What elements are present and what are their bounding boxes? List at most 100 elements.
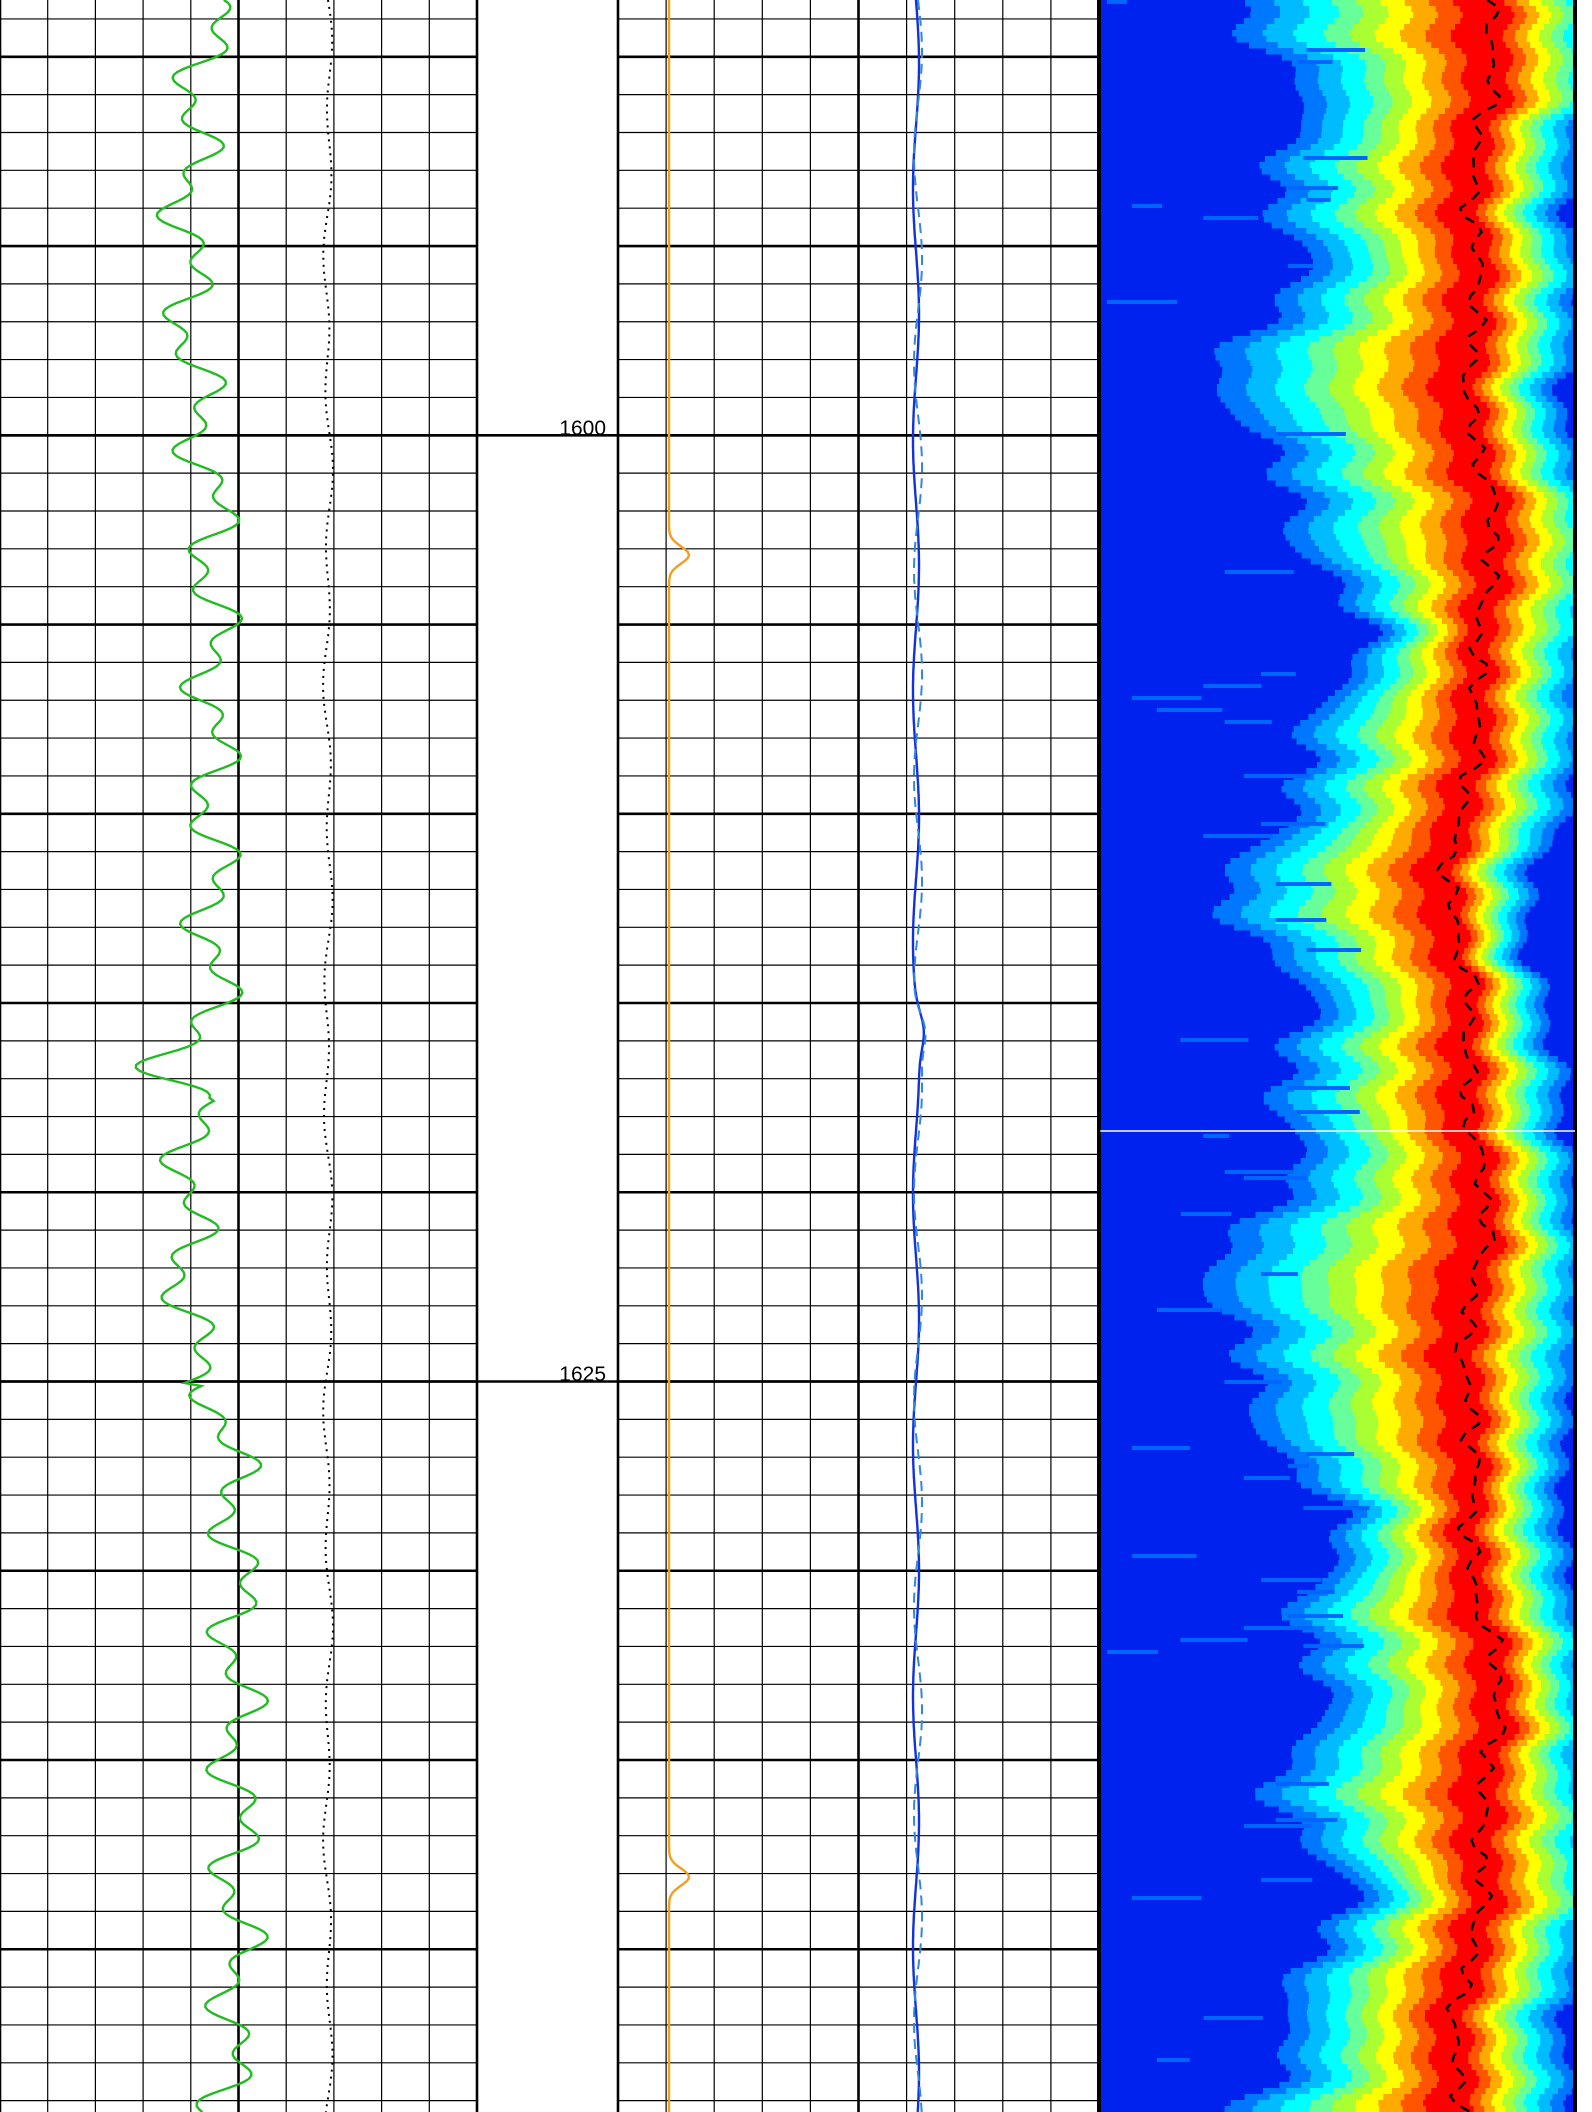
heatmap-cell xyxy=(1447,1218,1494,1225)
heatmap-cell xyxy=(1409,870,1452,877)
blue-dashed-curve xyxy=(913,0,927,2112)
heatmap-cell xyxy=(1469,492,1513,499)
heatmap-cell xyxy=(1446,1452,1486,1459)
heatmap-speckle xyxy=(1131,696,1202,700)
heatmap-cell xyxy=(1452,132,1492,139)
heatmap-cell xyxy=(1453,318,1497,325)
heatmap-cell xyxy=(1463,678,1497,685)
heatmap-cell xyxy=(1453,258,1491,265)
heatmap-speckle xyxy=(1306,198,1331,202)
heatmap-cell xyxy=(1436,816,1475,823)
heatmap-cell xyxy=(1436,1038,1474,1045)
heatmap-speckle xyxy=(1297,1590,1335,1594)
heatmap-cell xyxy=(1436,2070,1477,2077)
heatmap-cell xyxy=(1455,1188,1495,1195)
heatmap-cell xyxy=(1471,1710,1510,1717)
heatmap-cell xyxy=(1425,384,1473,391)
heatmap-cell xyxy=(1450,1518,1480,1525)
heatmap-cell xyxy=(1453,450,1496,457)
heatmap-cell xyxy=(1434,1092,1477,1099)
heatmap-cell xyxy=(1433,396,1481,403)
heatmap-speckle xyxy=(1131,1446,1191,1450)
heatmap-cell xyxy=(1432,942,1469,949)
heatmap-cell xyxy=(1445,438,1488,445)
heatmap-cell xyxy=(1478,1728,1520,1735)
heatmap-cell xyxy=(1435,1398,1480,1405)
heatmap-cell xyxy=(1441,1104,1483,1111)
heatmap-cell xyxy=(1450,1476,1488,1483)
heatmap-cell xyxy=(1438,1290,1492,1297)
heatmap-cell xyxy=(1445,174,1489,181)
heatmap-cell xyxy=(1423,888,1467,895)
heatmap-cell xyxy=(1457,606,1494,613)
heatmap-cell xyxy=(1446,1254,1498,1261)
heatmap-cell xyxy=(1451,246,1490,253)
heatmap-cell xyxy=(1448,462,1492,469)
heatmap-cell xyxy=(1433,372,1482,379)
heatmap-cell xyxy=(1447,1788,1496,1795)
heatmap-cell xyxy=(1459,1746,1501,1753)
heatmap-cell xyxy=(1451,1602,1492,1609)
heatmap-speckle xyxy=(1203,216,1259,220)
heatmap-cell xyxy=(1444,1962,1484,1969)
heatmap-speckle xyxy=(1203,684,1262,688)
heatmap-cell xyxy=(1457,1914,1497,1921)
heatmap-cell xyxy=(1411,864,1454,871)
heatmap-cell xyxy=(1455,1464,1494,1471)
heatmap-cell xyxy=(1440,420,1486,427)
heatmap-cell xyxy=(1451,1620,1492,1627)
heatmap-cell xyxy=(1418,882,1461,889)
heatmap-cell xyxy=(1449,150,1493,157)
heatmap-cell xyxy=(1429,948,1465,955)
heatmap-cell xyxy=(1442,1122,1480,1129)
grid xyxy=(0,0,1101,2112)
heatmap-cell xyxy=(1449,1062,1488,1069)
heatmap-cell xyxy=(1447,1926,1486,1933)
heatmap-cell xyxy=(1467,630,1499,637)
heatmap-cell xyxy=(1435,1296,1488,1303)
heatmap-cell xyxy=(1453,1248,1505,1255)
heatmap-cell xyxy=(1437,204,1479,211)
heatmap-cell xyxy=(1463,528,1511,535)
heatmap-cell xyxy=(1475,1680,1514,1687)
heatmap-cell xyxy=(1463,564,1504,571)
heatmap-cell xyxy=(1451,702,1488,709)
heatmap-cell xyxy=(1466,534,1514,541)
heatmap-cell xyxy=(1456,1242,1508,1249)
heatmap-cell xyxy=(1448,1572,1482,1579)
heatmap-cell xyxy=(1447,1008,1479,1015)
heatmap-cell xyxy=(1451,444,1493,451)
heatmap-speckle xyxy=(1297,60,1333,64)
heatmap-cell xyxy=(1449,1488,1483,1495)
heatmap-cell xyxy=(1456,1146,1494,1153)
heatmap-cell xyxy=(1458,750,1496,757)
heatmap-cell xyxy=(1449,1842,1492,1849)
heatmap-speckle xyxy=(1275,882,1332,886)
heatmap-speckle xyxy=(1261,1272,1298,1276)
heatmap-speckle xyxy=(1275,432,1346,436)
heatmap-cell xyxy=(1429,846,1472,853)
heatmap-cell xyxy=(1461,48,1511,55)
heatmap-cell xyxy=(1430,960,1465,967)
heatmap-cell xyxy=(1441,1980,1484,1987)
heatmap-cell xyxy=(1446,1416,1492,1423)
heatmap-cell xyxy=(1462,660,1496,667)
heatmap-speckle xyxy=(1107,0,1127,4)
heatmap-cell xyxy=(1460,6,1512,13)
heatmap-cell xyxy=(1465,546,1512,553)
heatmap-cell xyxy=(1440,432,1484,439)
heatmap-cell xyxy=(1455,24,1508,31)
heatmap-cell xyxy=(1458,1806,1506,1813)
heatmap-speckle xyxy=(1156,2058,1190,2062)
heatmap-speckle xyxy=(1203,1134,1229,1138)
heatmap-speckle xyxy=(1287,1614,1343,1618)
heatmap-cell xyxy=(1459,270,1500,277)
heatmap-cell xyxy=(1450,1182,1491,1189)
heatmap-cell xyxy=(1437,1050,1476,1057)
heatmap-cell xyxy=(1457,654,1491,661)
heatmap-cell xyxy=(1434,1266,1487,1273)
heatmap-cell xyxy=(1434,1044,1472,1051)
heatmap-cell xyxy=(1460,1200,1501,1207)
heatmap-cell xyxy=(1451,984,1486,991)
heatmap-speckle xyxy=(1261,1878,1313,1882)
